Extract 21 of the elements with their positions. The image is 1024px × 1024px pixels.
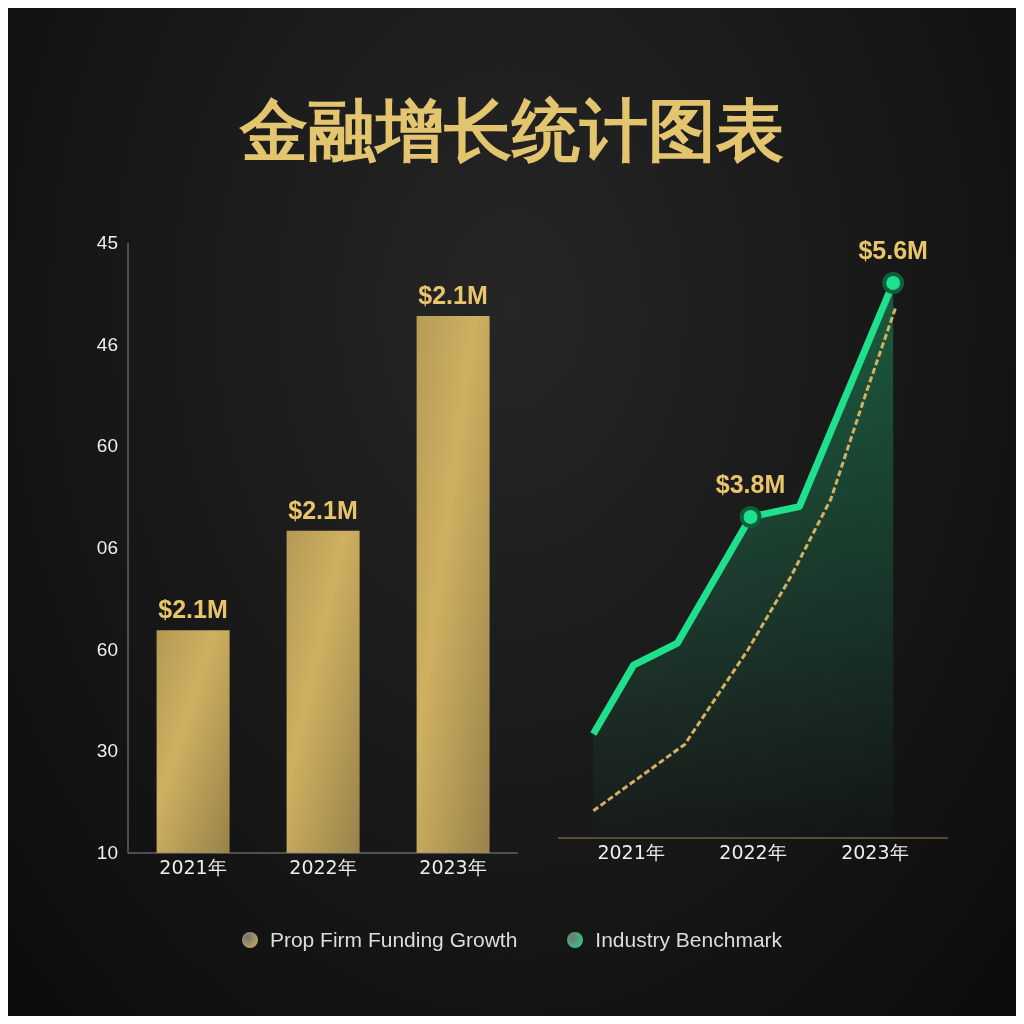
text: 60	[95, 434, 118, 459]
annotation: $2.1M	[288, 495, 358, 524]
chart-title: 金融增长统计图表	[238, 90, 785, 172]
x-tick-label: 2023年	[419, 856, 487, 879]
x-tick-label: 2023年	[841, 841, 909, 864]
legend-label: Prop Firm Funding Growth	[269, 928, 518, 952]
text: 10	[95, 841, 118, 865]
x-tick-label: 2022年	[719, 841, 787, 864]
data-label: $3.8M	[715, 469, 786, 498]
text: 45	[95, 231, 118, 255]
x-tick-label: 2021年	[597, 841, 665, 864]
text: 06	[95, 536, 118, 560]
annotation: $2.1M	[158, 595, 228, 624]
x-tick-label: 2021年	[159, 856, 227, 879]
text: 60	[95, 637, 118, 662]
annotation: $2.1M	[418, 281, 488, 310]
legend-label: Industry Benchmark	[595, 928, 783, 952]
text: 30	[95, 739, 118, 764]
data-label: $5.6M	[858, 236, 928, 264]
text: 46	[95, 332, 118, 357]
x-tick-label: 2022年	[289, 856, 357, 879]
